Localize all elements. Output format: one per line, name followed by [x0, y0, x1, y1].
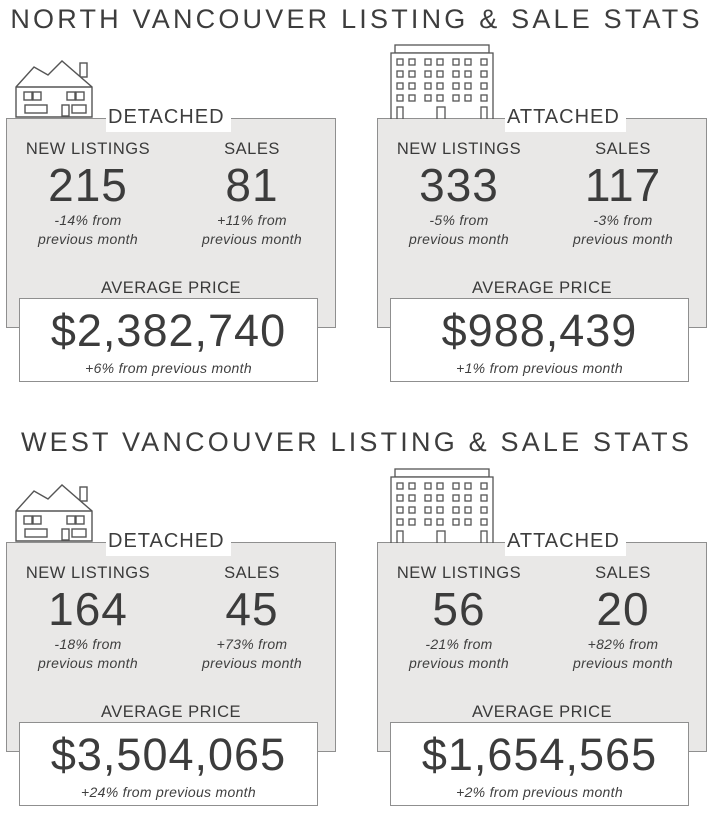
new-listings-value: 333	[419, 159, 499, 211]
stats-panel: NEW LISTINGS 164 -18% from previous mont…	[6, 542, 336, 752]
new-listings-stat: NEW LISTINGS 333 -5% from previous month	[384, 139, 534, 249]
west-vancouver-attached-card: NEW LISTINGS 56 -21% from previous month…	[377, 468, 707, 832]
new-listings-label: NEW LISTINGS	[396, 140, 522, 158]
average-price-box: $3,504,065 +24% from previous month	[19, 722, 318, 806]
new-listings-value: 164	[48, 583, 128, 635]
sales-stat: SALES 117 -3% from previous month	[548, 139, 698, 249]
average-price-value: $988,439	[441, 305, 638, 356]
apartment-building-icon	[390, 44, 494, 119]
sales-change-period: previous month	[573, 655, 673, 671]
new-listings-change: -5% from	[429, 212, 489, 228]
new-listings-change-period: previous month	[409, 231, 509, 247]
new-listings-change: -18% from	[54, 636, 122, 652]
sales-stat: SALES 81 +11% from previous month	[177, 139, 327, 249]
sales-change: +82% from	[587, 636, 659, 652]
sales-change: +73% from	[216, 636, 288, 652]
sales-label: SALES	[595, 140, 651, 158]
sales-change-period: previous month	[573, 231, 673, 247]
average-price-change: +1% from previous month	[456, 360, 623, 376]
section-title-north-vancouver: NORTH VANCOUVER LISTING & SALE STATS	[10, 4, 703, 34]
average-price-value: $3,504,065	[50, 729, 287, 780]
stats-panel: NEW LISTINGS 333 -5% from previous month…	[377, 118, 707, 328]
sales-value: 81	[225, 159, 279, 211]
new-listings-value: 215	[48, 159, 128, 211]
new-listings-value: 56	[432, 583, 486, 635]
property-type-label: ATTACHED	[505, 528, 626, 556]
average-price-label: AVERAGE PRICE	[471, 703, 613, 721]
apartment-building-icon	[390, 468, 494, 543]
north-vancouver-attached-card: NEW LISTINGS 333 -5% from previous month…	[377, 44, 707, 408]
sales-stat: SALES 45 +73% from previous month	[177, 563, 327, 673]
new-listings-label: NEW LISTINGS	[25, 140, 151, 158]
stats-panel: NEW LISTINGS 56 -21% from previous month…	[377, 542, 707, 752]
average-price-box: $2,382,740 +6% from previous month	[19, 298, 318, 382]
sales-stat: SALES 20 +82% from previous month	[548, 563, 698, 673]
sales-label: SALES	[595, 564, 651, 582]
average-price-change: +2% from previous month	[456, 784, 623, 800]
new-listings-label: NEW LISTINGS	[396, 564, 522, 582]
average-price-label: AVERAGE PRICE	[100, 279, 242, 297]
new-listings-label: NEW LISTINGS	[25, 564, 151, 582]
new-listings-change-period: previous month	[409, 655, 509, 671]
new-listings-stat: NEW LISTINGS 164 -18% from previous mont…	[13, 563, 163, 673]
average-price-change: +24% from previous month	[81, 784, 256, 800]
new-listings-stat: NEW LISTINGS 215 -14% from previous mont…	[13, 139, 163, 249]
new-listings-change: -21% from	[425, 636, 493, 652]
house-icon	[15, 484, 93, 542]
average-price-value: $2,382,740	[50, 305, 287, 356]
north-vancouver-detached-card: NEW LISTINGS 215 -14% from previous mont…	[6, 60, 336, 408]
house-icon	[15, 60, 93, 118]
property-type-label: DETACHED	[106, 528, 231, 556]
sales-change: -3% from	[593, 212, 653, 228]
average-price-change: +6% from previous month	[85, 360, 252, 376]
new-listings-change: -14% from	[54, 212, 122, 228]
sales-value: 117	[584, 159, 662, 211]
sales-change-period: previous month	[202, 231, 302, 247]
stats-panel: NEW LISTINGS 215 -14% from previous mont…	[6, 118, 336, 328]
new-listings-stat: NEW LISTINGS 56 -21% from previous month	[384, 563, 534, 673]
average-price-value: $1,654,565	[421, 729, 658, 780]
sales-value: 20	[596, 583, 650, 635]
average-price-box: $988,439 +1% from previous month	[390, 298, 689, 382]
property-type-label: DETACHED	[106, 104, 231, 132]
sales-value: 45	[225, 583, 279, 635]
sales-change-period: previous month	[202, 655, 302, 671]
section-title-west-vancouver: WEST VANCOUVER LISTING & SALE STATS	[20, 427, 693, 457]
west-vancouver-detached-card: NEW LISTINGS 164 -18% from previous mont…	[6, 484, 336, 832]
new-listings-change-period: previous month	[38, 231, 138, 247]
sales-label: SALES	[224, 564, 280, 582]
average-price-label: AVERAGE PRICE	[471, 279, 613, 297]
average-price-label: AVERAGE PRICE	[100, 703, 242, 721]
average-price-box: $1,654,565 +2% from previous month	[390, 722, 689, 806]
new-listings-change-period: previous month	[38, 655, 138, 671]
property-type-label: ATTACHED	[505, 104, 626, 132]
sales-change: +11% from	[217, 212, 287, 228]
sales-label: SALES	[224, 140, 280, 158]
